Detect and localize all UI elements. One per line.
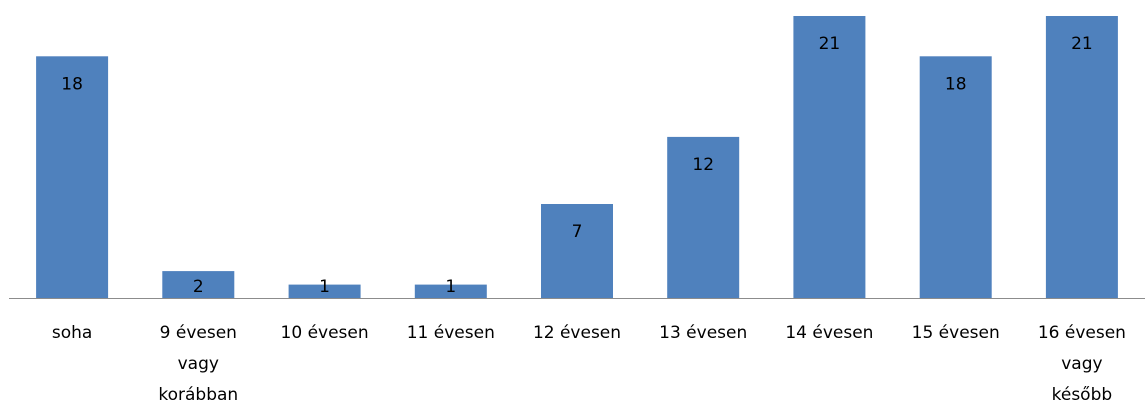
bars-group bbox=[36, 16, 1118, 298]
bar-5 bbox=[667, 136, 740, 298]
bar-1 bbox=[162, 271, 235, 298]
data-label-6: 21 bbox=[819, 34, 841, 54]
category-label-5: 13 évesen bbox=[659, 323, 747, 343]
bar-2 bbox=[288, 284, 361, 298]
category-label-0: soha bbox=[52, 323, 92, 343]
data-label-0: 18 bbox=[61, 74, 83, 94]
data-label-2: 1 bbox=[319, 277, 330, 297]
category-label-4: 12 évesen bbox=[533, 323, 621, 343]
category-label-7: 15 évesen bbox=[912, 323, 1000, 343]
category-label-6: 14 évesen bbox=[785, 323, 873, 343]
category-label-3: 11 évesen bbox=[407, 323, 495, 343]
data-label-4: 7 bbox=[572, 222, 583, 242]
bar-0 bbox=[36, 56, 109, 298]
category-label-8: 16 évesen vagy később bbox=[1038, 323, 1126, 405]
bar-8 bbox=[1045, 16, 1118, 298]
data-label-5: 12 bbox=[692, 155, 714, 175]
data-label-1: 2 bbox=[193, 277, 204, 297]
category-label-1: 9 évesen vagy korábban bbox=[158, 323, 238, 405]
data-label-3: 1 bbox=[445, 277, 456, 297]
bar-7 bbox=[919, 56, 992, 298]
bar-6 bbox=[793, 16, 866, 298]
data-label-8: 21 bbox=[1071, 34, 1093, 54]
bar-4 bbox=[541, 204, 613, 298]
data-label-7: 18 bbox=[945, 74, 967, 94]
bar-3 bbox=[414, 284, 487, 298]
category-label-2: 10 évesen bbox=[281, 323, 369, 343]
category-labels-group: soha 9 évesen vagy korábban 10 évesen 11 éves… bbox=[52, 323, 1126, 405]
